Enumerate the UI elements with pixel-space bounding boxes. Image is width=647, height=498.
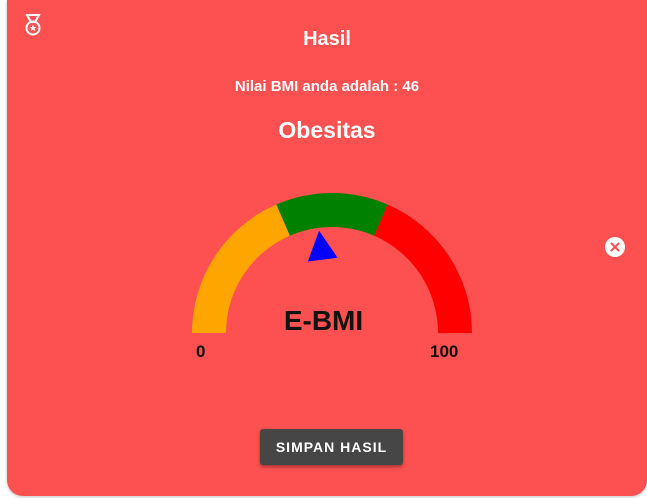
bmi-category: Obesitas: [278, 117, 376, 143]
gauge-label: E-BMI: [283, 305, 364, 336]
close-button[interactable]: [605, 237, 625, 257]
dialog-title: Hasil: [303, 28, 351, 50]
medal-icon[interactable]: [23, 14, 43, 36]
bmi-value-text: Nilai BMI anda adalah : 46: [234, 78, 420, 95]
gauge-max-label: 100: [430, 342, 459, 361]
close-icon: [610, 242, 620, 252]
gauge-min-label: 0: [196, 342, 206, 361]
save-result-button[interactable]: SIMPAN HASIL: [260, 429, 403, 465]
result-card: Hasil Nilai BMI anda adalah : 46 Obesita…: [7, 0, 647, 496]
